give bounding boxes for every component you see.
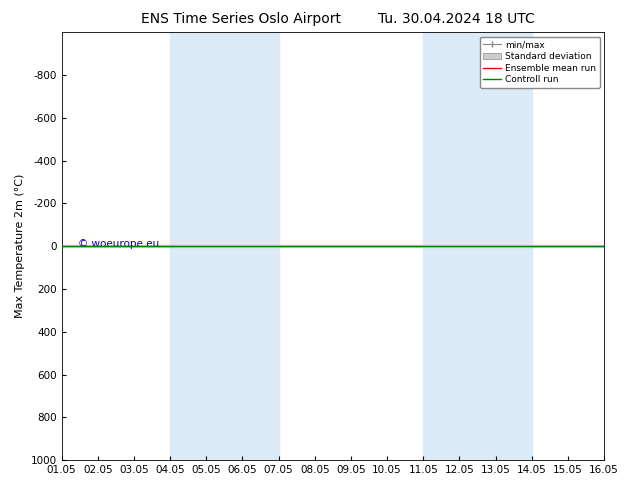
Bar [170, 32, 278, 460]
Text: © woeurope.eu: © woeurope.eu [78, 239, 159, 249]
Y-axis label: Max Temperature 2m (°C): Max Temperature 2m (°C) [15, 174, 25, 318]
Bar [424, 32, 532, 460]
Legend: min/max, Standard deviation, Ensemble mean run, Controll run: min/max, Standard deviation, Ensemble me… [480, 37, 600, 88]
Text: Tu. 30.04.2024 18 UTC: Tu. 30.04.2024 18 UTC [378, 12, 535, 26]
Text: ENS Time Series Oslo Airport: ENS Time Series Oslo Airport [141, 12, 341, 26]
